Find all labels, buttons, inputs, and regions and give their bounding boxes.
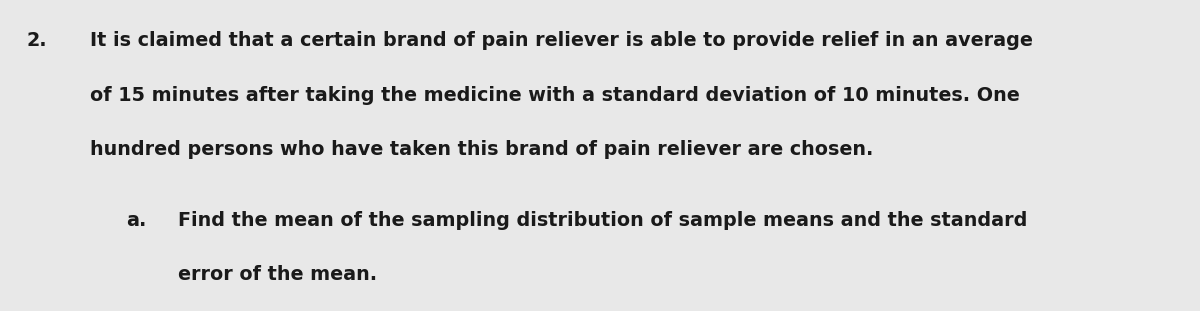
Text: 2.: 2. (26, 31, 47, 50)
Text: hundred persons who have taken this brand of pain reliever are chosen.: hundred persons who have taken this bran… (90, 140, 874, 159)
Text: error of the mean.: error of the mean. (178, 265, 377, 284)
Text: It is claimed that a certain brand of pain reliever is able to provide relief in: It is claimed that a certain brand of pa… (90, 31, 1033, 50)
Text: Find the mean of the sampling distribution of sample means and the standard: Find the mean of the sampling distributi… (178, 211, 1027, 230)
Text: of 15 minutes after taking the medicine with a standard deviation of 10 minutes.: of 15 minutes after taking the medicine … (90, 86, 1020, 104)
Text: a.: a. (126, 211, 146, 230)
